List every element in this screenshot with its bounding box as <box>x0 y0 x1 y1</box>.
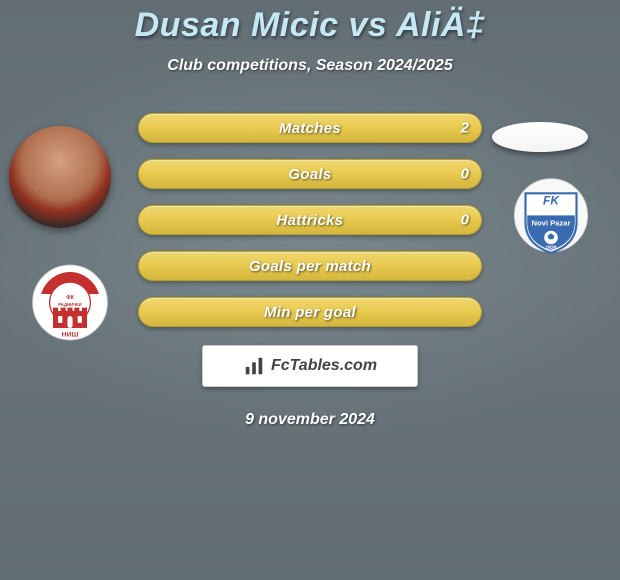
stat-value: 2 <box>461 120 469 137</box>
club-left-crest: 1923 ФК РАДНИЧКИ НИШ <box>21 260 119 345</box>
stat-bar-min-per-goal: Min per goal <box>138 297 482 327</box>
bar-chart-icon <box>243 355 265 377</box>
date-text: 9 november 2024 <box>0 411 620 429</box>
svg-text:FK: FK <box>543 193 560 207</box>
fctables-label: FcTables.com <box>271 357 377 375</box>
stat-label: Goals per match <box>249 258 371 275</box>
club-right-year: 1928 <box>545 245 556 251</box>
stat-bar-matches: Matches 2 <box>138 113 482 143</box>
stat-value: 0 <box>461 166 469 183</box>
infographic-container: Dusan Micic vs AliÄ‡ Club competitions, … <box>0 0 620 450</box>
subtitle: Club competitions, Season 2024/2025 <box>0 57 620 75</box>
player-right-avatar <box>492 122 588 152</box>
club-right-crest: FK Novi Pazar 1928 <box>500 178 602 263</box>
page-title: Dusan Micic vs AliÄ‡ <box>0 0 620 45</box>
stat-value: 0 <box>461 212 469 229</box>
stat-label: Matches <box>279 120 341 137</box>
svg-text:НИШ: НИШ <box>62 332 79 339</box>
svg-text:РАДНИЧКИ: РАДНИЧКИ <box>58 302 81 307</box>
stat-bar-goals-per-match: Goals per match <box>138 251 482 281</box>
stat-label: Hattricks <box>277 212 344 229</box>
svg-text:ФК: ФК <box>66 295 74 301</box>
stat-label: Goals <box>288 166 331 183</box>
svg-text:Novi Pazar: Novi Pazar <box>531 219 570 228</box>
player-left-avatar <box>9 126 111 228</box>
stat-bar-hattricks: Hattricks 0 <box>138 205 482 235</box>
club-left-year: 1923 <box>61 274 78 283</box>
stats-list: Matches 2 Goals 0 Hattricks 0 Goals per … <box>138 113 482 327</box>
stat-bar-goals: Goals 0 <box>138 159 482 189</box>
fctables-badge: FcTables.com <box>202 345 418 387</box>
stat-label: Min per goal <box>264 304 356 321</box>
